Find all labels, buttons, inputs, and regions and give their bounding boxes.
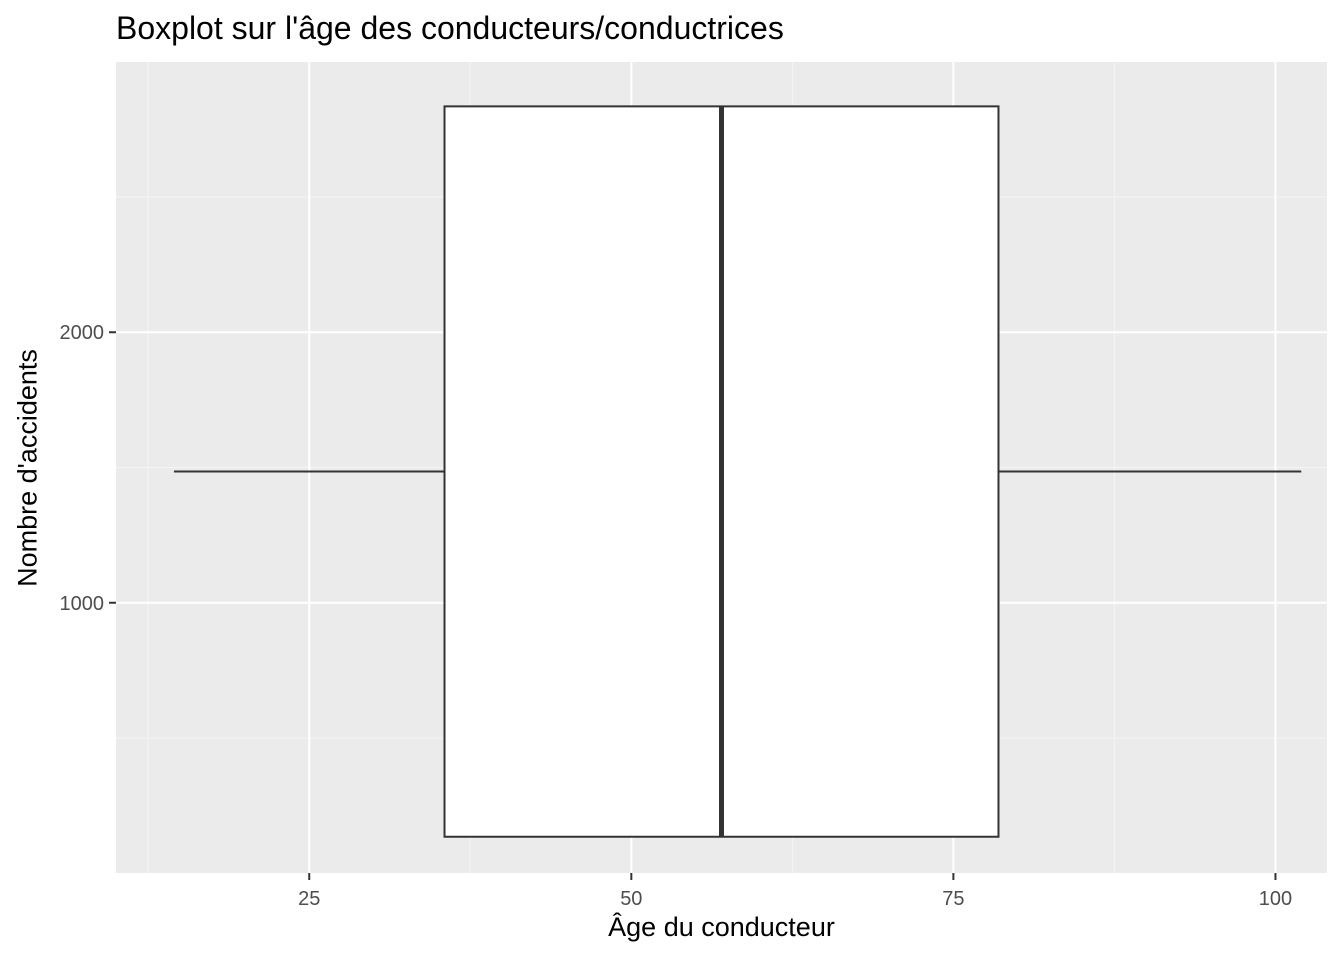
x-axis-label: Âge du conducteur	[608, 912, 835, 942]
x-tick-label: 25	[298, 888, 320, 910]
x-axis: 25 50 75 100	[298, 873, 1292, 910]
y-tick-label: 1000	[60, 593, 105, 615]
x-tick-label: 75	[942, 888, 964, 910]
chart-title: Boxplot sur l'âge des conducteurs/conduc…	[116, 10, 784, 46]
x-tick-label: 100	[1259, 888, 1292, 910]
y-axis: 1000 2000	[60, 322, 116, 615]
boxplot-box	[173, 105, 1302, 838]
y-axis-label: Nombre d'accidents	[12, 349, 43, 587]
y-tick-label: 2000	[60, 322, 105, 344]
x-tick-label: 50	[620, 888, 642, 910]
